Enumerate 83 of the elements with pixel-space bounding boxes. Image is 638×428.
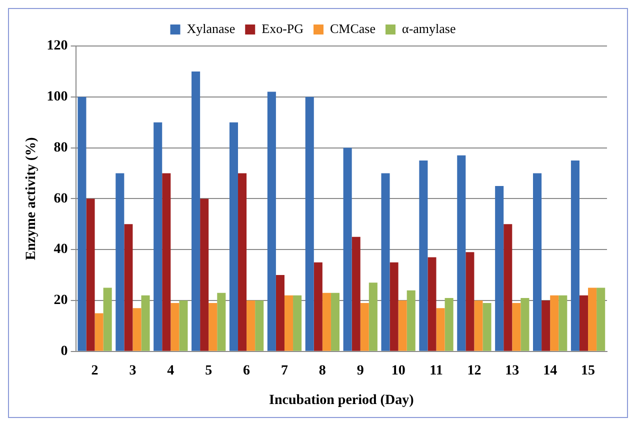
bar <box>284 295 294 351</box>
bar <box>330 292 340 351</box>
x-tick-label: 13 <box>505 363 520 378</box>
bar <box>229 122 238 351</box>
legend-label: Xylanase <box>186 20 236 36</box>
bar <box>398 300 407 351</box>
bar <box>103 288 112 351</box>
x-tick-label: 8 <box>318 363 326 378</box>
bar <box>116 173 124 351</box>
bar <box>457 155 466 351</box>
y-tick-label: 120 <box>46 38 68 54</box>
bar <box>314 262 322 351</box>
bar <box>179 300 188 351</box>
bar <box>154 122 162 351</box>
bar <box>192 71 200 351</box>
x-tick-label: 10 <box>391 363 406 378</box>
bar <box>495 186 504 351</box>
legend-label: Exo-PG <box>262 20 304 36</box>
x-tick-label: 11 <box>430 363 443 378</box>
bar <box>276 275 284 351</box>
bar <box>444 298 454 351</box>
bar <box>343 148 352 351</box>
bar <box>512 303 521 351</box>
x-tick-label: 3 <box>129 363 136 378</box>
bar <box>474 300 483 351</box>
bar <box>86 198 95 351</box>
bar <box>466 252 474 351</box>
bar <box>217 292 226 351</box>
bar <box>322 292 331 351</box>
bar <box>352 236 360 351</box>
y-tick-label: 60 <box>54 191 68 206</box>
y-tick-label: 40 <box>54 242 68 258</box>
y-tick-label: 100 <box>46 90 68 105</box>
x-axis-title: Incubation period (Day) <box>269 393 414 408</box>
bar <box>200 198 209 351</box>
x-tick-label: 9 <box>356 363 364 378</box>
bar <box>596 288 606 351</box>
bar <box>360 303 369 351</box>
bar <box>406 290 416 351</box>
bar <box>246 300 256 351</box>
bar <box>542 300 550 351</box>
bar <box>390 262 398 351</box>
y-axis-title: Enzyme activity (%) <box>24 136 40 260</box>
bar <box>162 173 171 351</box>
bar <box>533 173 542 351</box>
x-tick-label: 12 <box>467 363 482 378</box>
bar <box>588 288 597 351</box>
bar <box>94 313 104 351</box>
y-tick-label: 80 <box>54 140 68 156</box>
x-tick-label: 4 <box>167 363 174 378</box>
bar <box>293 295 302 351</box>
bar <box>255 300 264 351</box>
x-tick-label: 5 <box>205 363 212 378</box>
bar <box>208 303 218 351</box>
bar <box>238 173 247 351</box>
bar <box>428 257 436 351</box>
y-tick-label: 20 <box>54 293 68 308</box>
bar <box>368 282 378 351</box>
bar <box>132 308 142 351</box>
bar <box>267 92 276 351</box>
bar <box>579 295 588 351</box>
bar <box>381 173 390 351</box>
x-tick-label: 6 <box>243 363 250 378</box>
bar <box>504 224 512 351</box>
bar <box>170 303 180 351</box>
bar <box>436 308 445 351</box>
bar <box>78 96 86 351</box>
bar <box>124 224 133 351</box>
x-tick-label: 14 <box>543 363 558 378</box>
x-tick-label: 2 <box>91 363 98 378</box>
x-tick-label: 15 <box>581 363 596 378</box>
legend-label: CMCase <box>330 20 376 36</box>
legend-label: α-amylase <box>402 20 456 36</box>
bar <box>141 295 150 351</box>
bar <box>558 295 568 351</box>
x-tick-label: 7 <box>280 363 288 378</box>
y-tick-label: 0 <box>60 344 68 360</box>
bar <box>550 295 559 351</box>
bar <box>305 96 314 351</box>
bar <box>419 160 428 351</box>
bar <box>520 298 530 351</box>
bar <box>482 303 492 351</box>
bar <box>570 160 580 351</box>
